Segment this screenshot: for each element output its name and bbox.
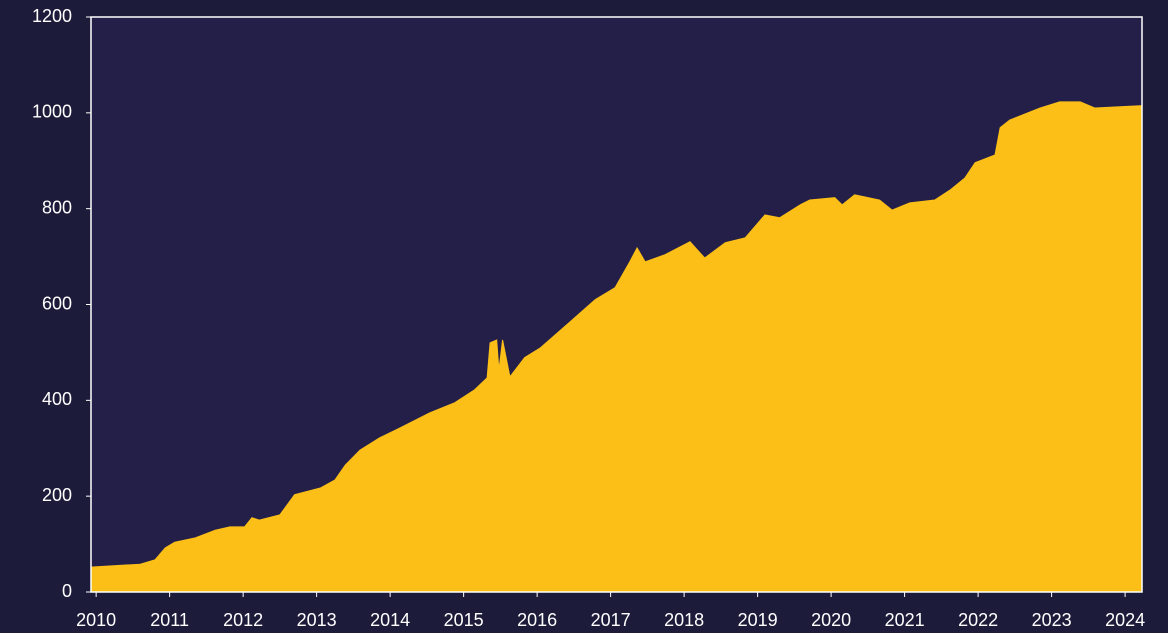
- x-tick-label: 2014: [370, 610, 410, 630]
- x-tick-label: 2015: [444, 610, 484, 630]
- x-tick-label: 2011: [150, 610, 189, 630]
- y-tick-label: 1200: [32, 6, 72, 26]
- y-tick-label: 0: [62, 581, 72, 601]
- x-tick-label: 2012: [223, 610, 263, 630]
- y-tick-label: 1000: [32, 102, 72, 122]
- x-tick-label: 2016: [517, 610, 557, 630]
- x-tick-label: 2022: [958, 610, 998, 630]
- x-tick-label: 2017: [591, 610, 631, 630]
- x-tick-label: 2013: [297, 610, 337, 630]
- x-tick-label: 2021: [885, 610, 925, 630]
- y-tick-label: 200: [42, 485, 72, 505]
- x-tick-label: 2023: [1032, 610, 1072, 630]
- y-tick-label: 600: [42, 293, 72, 313]
- y-tick-label: 400: [42, 389, 72, 409]
- area: [90, 101, 1143, 593]
- x-tick-label: 2020: [811, 610, 851, 630]
- x-tick-label: 2019: [738, 610, 778, 630]
- x-tick-label: 2010: [76, 610, 116, 630]
- y-tick-label: 800: [42, 197, 72, 217]
- x-tick-label: 2024: [1105, 610, 1145, 630]
- x-tick-label: 2018: [664, 610, 704, 630]
